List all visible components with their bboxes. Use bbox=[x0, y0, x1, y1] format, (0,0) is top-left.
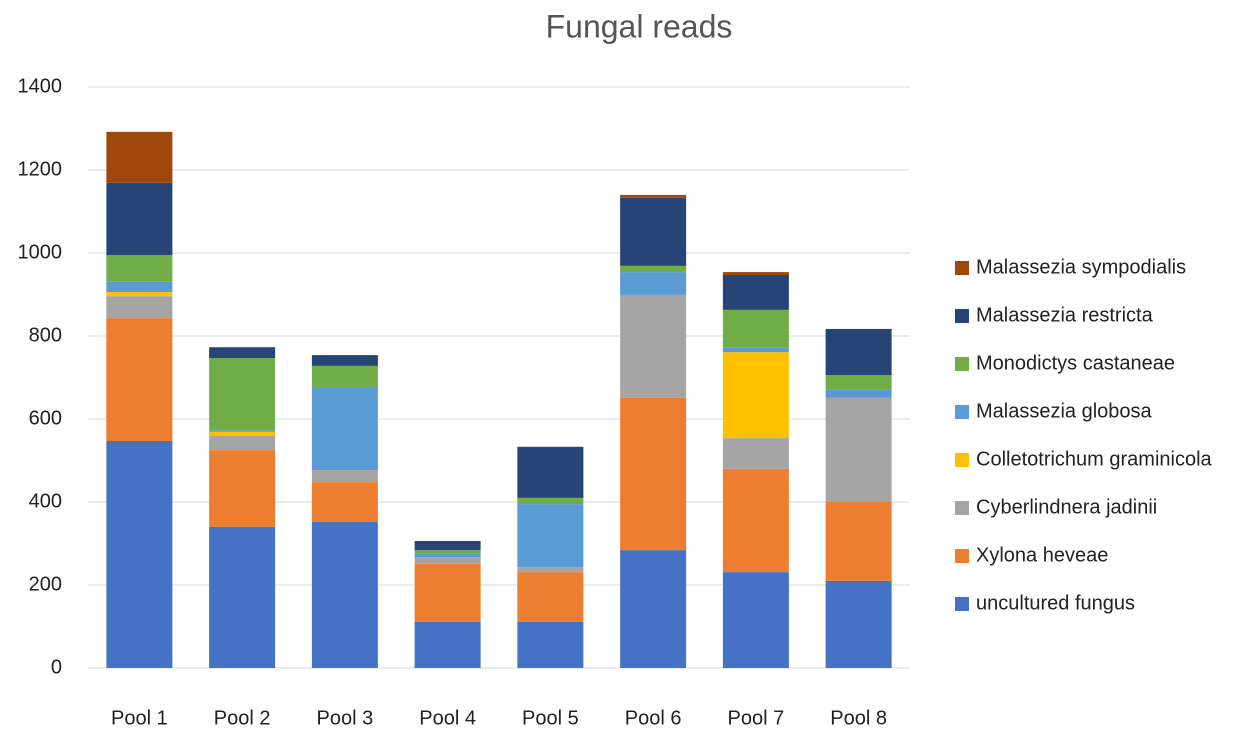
x-tick-label: Pool 4 bbox=[419, 707, 476, 729]
bar-segment bbox=[311, 355, 378, 366]
bar-segment bbox=[517, 621, 584, 668]
bar-segment bbox=[209, 430, 276, 432]
legend-label: Malassezia globosa bbox=[976, 400, 1153, 422]
legend-swatch bbox=[955, 405, 969, 419]
legend-label: Colletotrichum graminicola bbox=[976, 448, 1213, 470]
bar-segment bbox=[620, 194, 687, 198]
bar-segment bbox=[722, 352, 789, 439]
bar-segment bbox=[311, 521, 378, 668]
bar-segment bbox=[106, 292, 173, 297]
x-tick-label: Pool 7 bbox=[728, 707, 785, 729]
legend-label: Cyberlindnera jadinii bbox=[976, 496, 1157, 518]
bar-segment bbox=[106, 182, 173, 256]
bar-segment bbox=[517, 446, 584, 498]
bar-segment bbox=[106, 296, 173, 319]
bar-segment bbox=[106, 440, 173, 668]
bar-segment bbox=[106, 131, 173, 183]
y-tick-label: 1400 bbox=[18, 75, 63, 97]
bar-segment bbox=[106, 255, 173, 282]
legend-label: Monodictys castaneae bbox=[976, 352, 1175, 374]
bar-segment bbox=[722, 438, 789, 469]
x-tick-label: Pool 3 bbox=[317, 707, 374, 729]
y-tick-label: 0 bbox=[51, 656, 62, 678]
bar-segment bbox=[825, 375, 892, 390]
bar-segment bbox=[209, 450, 276, 527]
bar-segment bbox=[517, 567, 584, 573]
legend-label: Malassezia sympodialis bbox=[976, 256, 1186, 278]
bar-segment bbox=[414, 541, 481, 551]
bar-segment bbox=[517, 572, 584, 622]
bar-segment bbox=[722, 272, 789, 275]
bar-segment bbox=[620, 294, 687, 398]
bar-segment bbox=[722, 347, 789, 353]
bar-segment bbox=[209, 436, 276, 451]
bar-segment bbox=[620, 197, 687, 266]
y-tick-label: 600 bbox=[29, 407, 62, 429]
bar-segment bbox=[414, 553, 481, 558]
bar-segment bbox=[825, 328, 892, 376]
bar-segment bbox=[414, 563, 481, 622]
y-tick-label: 200 bbox=[29, 573, 62, 595]
bar-segment bbox=[517, 497, 584, 505]
bar-segment bbox=[620, 265, 687, 273]
bar-segment bbox=[825, 397, 892, 502]
legend-swatch bbox=[955, 357, 969, 371]
legend-swatch bbox=[955, 309, 969, 323]
x-tick-label: Pool 8 bbox=[830, 707, 887, 729]
bar-segment bbox=[311, 470, 378, 483]
legend-swatch bbox=[955, 501, 969, 515]
legend-label: uncultured fungus bbox=[976, 592, 1135, 614]
y-tick-label: 800 bbox=[29, 324, 62, 346]
legend-swatch bbox=[955, 261, 969, 275]
bar-segment bbox=[825, 501, 892, 581]
legend-swatch bbox=[955, 597, 969, 611]
bar-segment bbox=[722, 309, 789, 348]
bar-segment bbox=[825, 580, 892, 668]
bar-segment bbox=[209, 347, 276, 358]
legend-swatch bbox=[955, 453, 969, 467]
bar-segment bbox=[517, 504, 584, 568]
bar-segment bbox=[722, 572, 789, 668]
bar-segment bbox=[209, 357, 276, 431]
bar-segment bbox=[106, 318, 173, 441]
bar-segment bbox=[311, 387, 378, 471]
x-tick-label: Pool 5 bbox=[522, 707, 579, 729]
bar-segment bbox=[620, 550, 687, 668]
bar-segment bbox=[414, 621, 481, 668]
bar-segment bbox=[414, 550, 481, 554]
x-tick-label: Pool 6 bbox=[625, 707, 682, 729]
x-tick-label: Pool 2 bbox=[214, 707, 271, 729]
bar-segment bbox=[209, 526, 276, 668]
bar-segment bbox=[722, 274, 789, 310]
y-tick-label: 1000 bbox=[18, 241, 63, 263]
bar-segment bbox=[620, 272, 687, 295]
legend-swatch bbox=[955, 549, 969, 563]
chart-title: Fungal reads bbox=[546, 8, 733, 44]
bar-segment bbox=[825, 389, 892, 398]
bar-segment bbox=[311, 365, 378, 388]
bar-segment bbox=[311, 482, 378, 522]
bar-segment bbox=[106, 281, 173, 293]
legend-label: Xylona heveae bbox=[976, 544, 1108, 566]
legend-label: Malassezia restricta bbox=[976, 304, 1154, 326]
bar-segment bbox=[722, 468, 789, 573]
y-tick-label: 400 bbox=[29, 490, 62, 512]
x-tick-label: Pool 1 bbox=[111, 707, 168, 729]
bar-segment bbox=[620, 397, 687, 551]
bar-segment bbox=[209, 431, 276, 437]
bar-segment bbox=[414, 557, 481, 564]
y-tick-label: 1200 bbox=[18, 158, 63, 180]
